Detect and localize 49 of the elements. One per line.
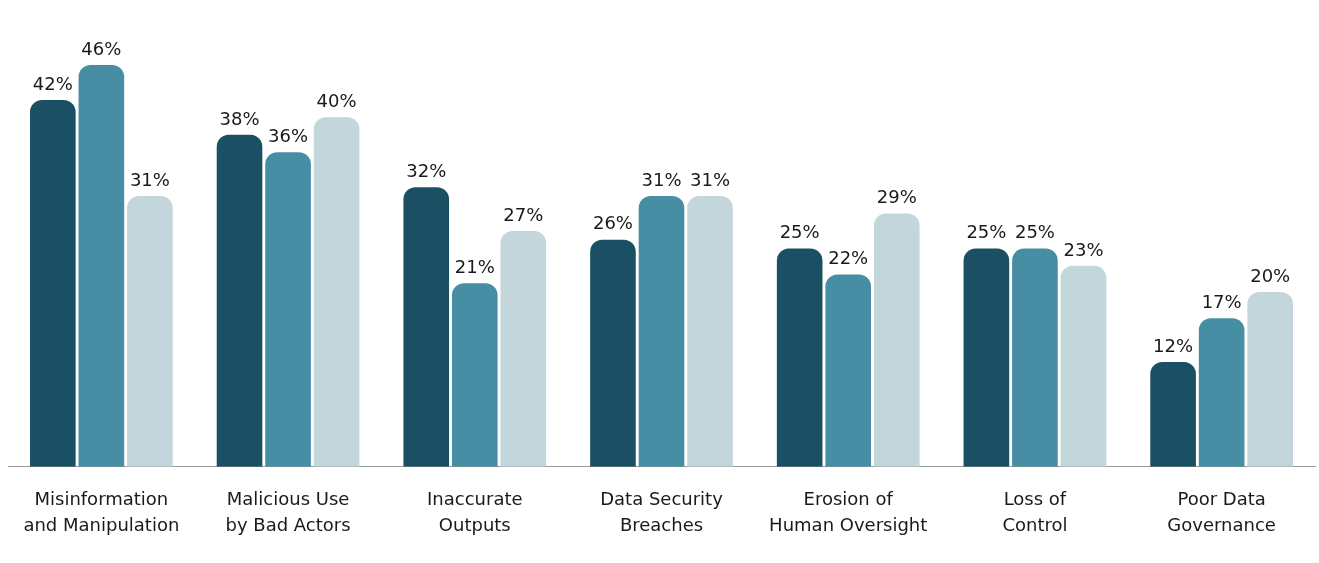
data-label: 27%	[503, 203, 544, 225]
data-label: 36%	[268, 124, 309, 146]
bar	[313, 117, 360, 467]
data-label: 12%	[1153, 334, 1194, 356]
bar	[78, 64, 125, 467]
bar	[403, 187, 450, 467]
data-label: 38%	[219, 107, 260, 129]
bar	[1012, 248, 1058, 467]
x-tick-label: Misinformation and Manipulation	[23, 487, 180, 535]
bar	[265, 152, 311, 467]
bar	[30, 99, 76, 467]
bar	[590, 239, 636, 467]
data-label: 40%	[316, 90, 357, 112]
data-label: 25%	[1014, 221, 1055, 243]
data-label: 21%	[454, 256, 495, 278]
x-tick-label: Data Security Breaches	[600, 487, 724, 535]
bar	[500, 230, 547, 467]
bar	[127, 195, 173, 467]
data-label: 23%	[1063, 238, 1104, 260]
data-label: 25%	[966, 221, 1007, 243]
bar	[451, 283, 498, 467]
x-tick-label: Poor Data Governance	[1167, 487, 1276, 535]
data-label: 42%	[32, 72, 73, 94]
x-tick-label: Inaccurate Outputs	[427, 487, 523, 535]
bar	[1060, 265, 1107, 467]
bar	[687, 195, 733, 467]
data-label: 29%	[876, 186, 917, 208]
bar	[873, 213, 920, 467]
data-label: 22%	[828, 247, 869, 269]
bar	[1247, 292, 1294, 467]
bar	[638, 195, 685, 467]
data-label: 31%	[641, 168, 682, 190]
bar	[1198, 318, 1245, 467]
data-label: 25%	[779, 221, 820, 243]
data-label: 31%	[129, 168, 170, 190]
bar	[963, 248, 1010, 467]
bar	[776, 248, 823, 467]
data-label: 17%	[1201, 290, 1242, 312]
data-label: 32%	[406, 159, 447, 181]
x-tick-label: Malicious Use by Bad Actors	[225, 487, 351, 535]
data-label: 26%	[592, 212, 633, 234]
bar	[1150, 361, 1196, 467]
bar	[825, 274, 872, 467]
data-label: 20%	[1250, 264, 1291, 286]
x-tick-label: Loss of Control	[1002, 487, 1068, 535]
x-tick-label: Erosion of Human Oversight	[769, 487, 928, 535]
data-label: 46%	[81, 37, 122, 59]
data-label: 31%	[690, 168, 731, 190]
bar	[216, 134, 263, 467]
